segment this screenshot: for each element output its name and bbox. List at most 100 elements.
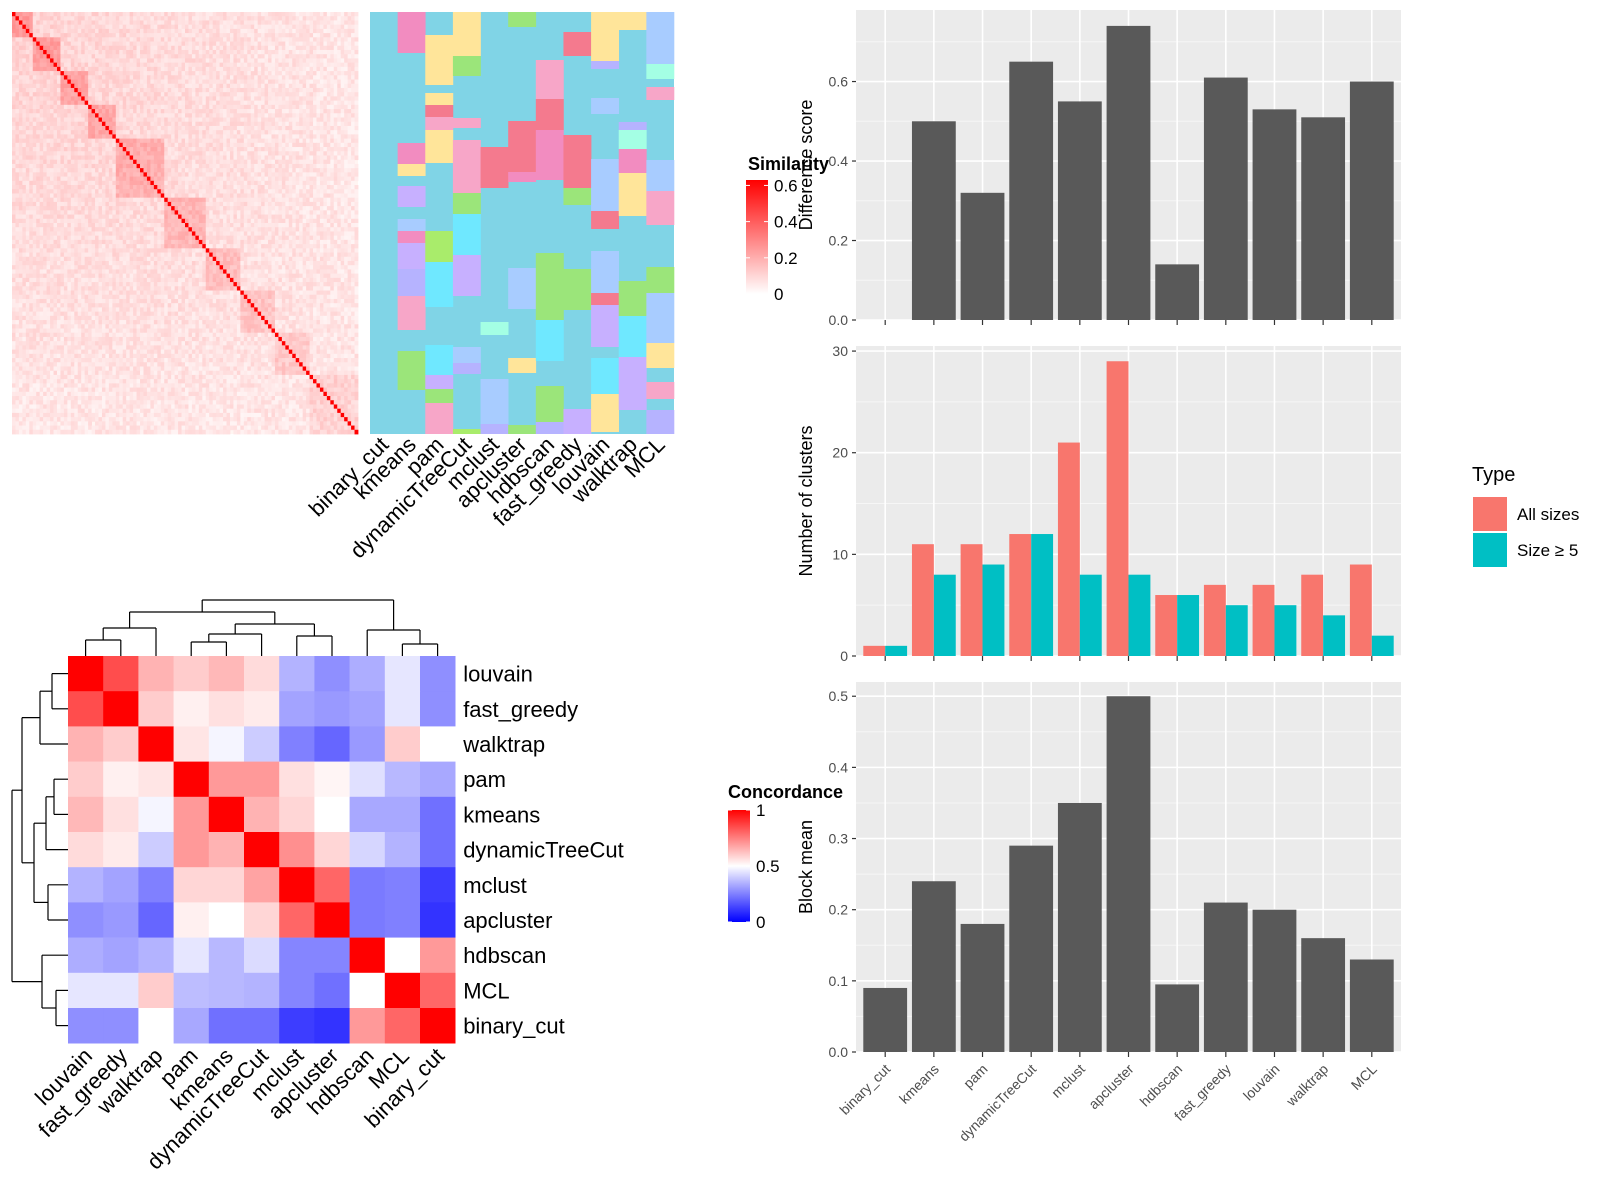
similarity-cell: [74, 189, 79, 194]
similarity-cell: [219, 130, 224, 135]
similarity-cell: [95, 185, 99, 190]
similarity-cell: [316, 33, 321, 38]
similarity-cell: [56, 121, 61, 127]
similarity-cell: [143, 96, 148, 102]
similarity-cell: [351, 12, 355, 17]
similarity-cell: [323, 92, 328, 97]
similarity-cell: [18, 83, 23, 89]
similarity-cell: [240, 218, 245, 224]
similarity-cell: [105, 168, 110, 173]
similarity-cell: [268, 16, 272, 21]
similarity-cell: [285, 172, 290, 177]
similarity-cell: [188, 58, 193, 64]
similarity-cell: [157, 24, 162, 30]
similarity-cell: [25, 155, 30, 161]
similarity-cell: [195, 71, 200, 76]
similarity-cell: [18, 218, 23, 224]
similarity-cell: [295, 109, 300, 114]
similarity-cell: [202, 83, 207, 89]
similarity-cell: [205, 155, 210, 161]
similarity-cell: [285, 87, 290, 93]
similarity-cell: [140, 28, 144, 34]
similarity-cell: [105, 206, 110, 211]
similarity-cell: [115, 96, 120, 102]
similarity-cell: [67, 201, 72, 207]
similarity-cell: [261, 37, 265, 42]
similarity-cell: [146, 151, 151, 156]
similarity-cell: [219, 87, 224, 93]
similarity-cell: [15, 155, 20, 161]
similarity-cell: [292, 185, 297, 190]
similarity-cell: [95, 193, 99, 199]
similarity-cell: [250, 92, 255, 97]
similarity-cell: [333, 130, 338, 135]
similarity-cell: [70, 134, 75, 139]
similarity-cell: [70, 87, 75, 93]
similarity-cell: [354, 41, 359, 47]
similarity-cell: [216, 104, 220, 110]
similarity-cell: [81, 142, 86, 148]
similarity-cell: [188, 71, 193, 76]
similarity-cell: [219, 168, 224, 173]
similarity-cell: [18, 28, 23, 34]
similarity-cell: [309, 218, 314, 224]
similarity-cell: [292, 96, 297, 102]
similarity-cell: [43, 83, 47, 89]
similarity-cell: [347, 33, 352, 38]
similarity-cell: [302, 176, 307, 182]
similarity-cell: [53, 176, 58, 182]
similarity-cell: [171, 87, 176, 93]
similarity-cell: [344, 201, 349, 207]
similarity-cell: [95, 138, 99, 144]
similarity-cell: [216, 87, 220, 93]
similarity-cell: [188, 138, 193, 144]
similarity-cell: [119, 54, 124, 59]
similarity-cell: [91, 193, 96, 199]
similarity-cell: [98, 58, 103, 64]
similarity-cell: [108, 37, 113, 42]
similarity-cell: [344, 151, 349, 156]
similarity-cell: [105, 75, 110, 80]
similarity-cell: [56, 218, 61, 224]
similarity-cell: [22, 113, 27, 118]
similarity-cell: [164, 54, 169, 59]
similarity-cell: [205, 66, 210, 72]
similarity-cell: [299, 197, 304, 203]
similarity-cell: [323, 45, 328, 51]
similarity-cell: [119, 96, 124, 102]
similarity-cell: [330, 54, 335, 59]
similarity-cell: [229, 168, 234, 173]
similarity-cell: [74, 109, 79, 114]
similarity-cell: [39, 20, 44, 26]
similarity-cell: [223, 206, 227, 211]
similarity-cell: [22, 193, 27, 199]
similarity-cell: [295, 117, 300, 123]
similarity-cell: [164, 151, 169, 156]
similarity-cell: [288, 117, 293, 123]
similarity-cell: [337, 100, 342, 106]
similarity-cell: [178, 20, 182, 26]
similarity-cell: [160, 185, 165, 190]
similarity-cell: [212, 163, 217, 169]
similarity-cell: [115, 24, 120, 30]
similarity-cell: [126, 33, 131, 38]
similarity-cell: [84, 189, 89, 194]
similarity-cell: [164, 66, 169, 72]
similarity-cell: [313, 201, 317, 207]
similarity-cell: [254, 125, 259, 131]
similarity-cell: [178, 92, 182, 97]
similarity-cell: [18, 16, 23, 21]
similarity-cell: [29, 41, 34, 47]
similarity-cell: [191, 41, 196, 47]
similarity-cell: [60, 83, 65, 89]
similarity-cell: [81, 66, 86, 72]
similarity-cell: [12, 189, 16, 194]
similarity-cell: [295, 92, 300, 97]
similarity-cell: [171, 176, 176, 182]
similarity-cell: [164, 79, 169, 85]
similarity-cell: [160, 87, 165, 93]
similarity-cell: [257, 218, 262, 224]
similarity-cell: [313, 197, 317, 203]
similarity-cell: [198, 41, 203, 47]
similarity-cell: [309, 33, 314, 38]
